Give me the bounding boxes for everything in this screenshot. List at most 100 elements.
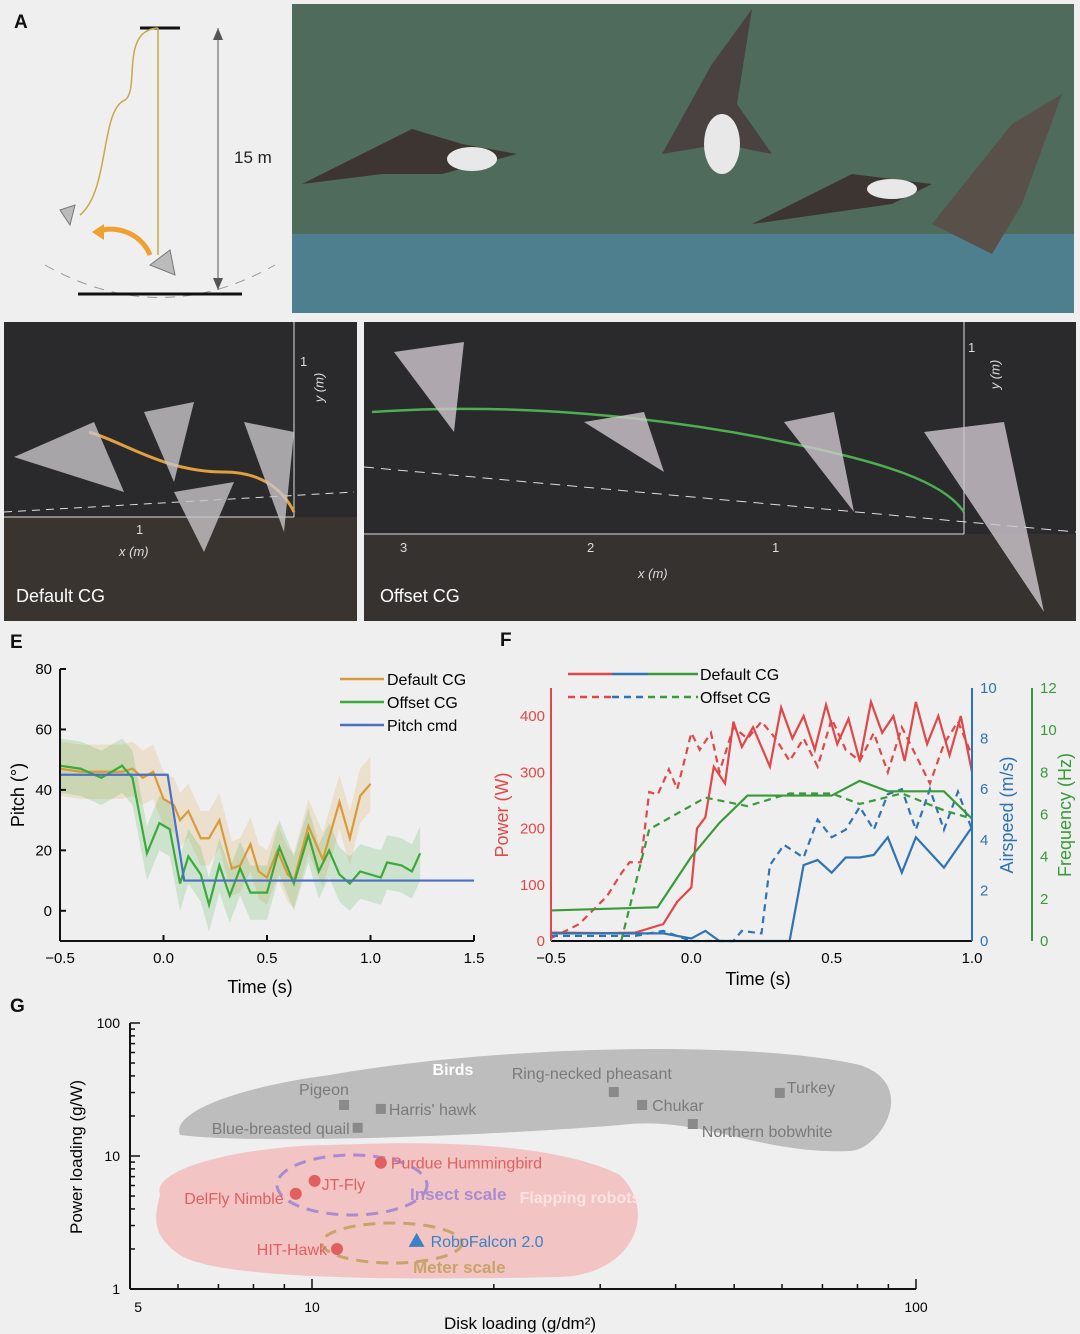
point-label: Northern bobwhite (702, 1124, 833, 1141)
point-label: Harris' hawk (389, 1102, 478, 1119)
loading-scatter-chart: Birds Flapping robots Insect scale Meter sc… (67, 1015, 928, 1333)
airspeed-tick-label: 8 (980, 731, 988, 748)
series-line-power-default-cg (550, 697, 974, 935)
y-tick-label: 10 (104, 1148, 120, 1164)
series-line-power-offset-cg (550, 715, 974, 940)
pitch-chart: −0.5 0.0 0.5 1.0 1.5 0 20 40 60 80 Time (s) Pitch (… (8, 661, 485, 997)
point-label: JT-Fly (322, 1177, 366, 1194)
point-label: RoboFalcon 2.0 (431, 1234, 544, 1251)
osprey-illustration (292, 4, 1074, 313)
x-axis-label: Disk loading (g/dm²) (444, 1314, 596, 1333)
airspeed-tick-label: 10 (980, 680, 997, 697)
data-point (352, 1122, 363, 1133)
airspeed-tick-label: 2 (980, 882, 988, 899)
y-tick: 1 (300, 354, 308, 369)
y-tick-label: 60 (35, 721, 52, 738)
legend-label: Default CG (700, 667, 779, 684)
panel-label-a: A (14, 12, 28, 33)
frequency-tick-label: 6 (1040, 807, 1048, 824)
default-cg-photo: 1 y (m) 1 x (m) Default CG (4, 322, 357, 621)
x-tick-label: 10 (304, 1299, 320, 1315)
confidence-band (60, 738, 421, 932)
airspeed-tick-label: 0 (980, 933, 988, 950)
y-tick-label: 100 (97, 1015, 121, 1031)
y-tick-label: 0 (44, 903, 52, 920)
x-tick-label: 0.5 (257, 950, 278, 967)
power-tick-label: 300 (520, 764, 545, 781)
x-tick-label: 0.0 (153, 950, 174, 967)
point-label: Turkey (787, 1080, 835, 1097)
airspeed-tick-label: 6 (980, 781, 988, 798)
x-axis-label: Time (s) (227, 977, 292, 997)
data-point (374, 1156, 387, 1169)
frequency-tick-label: 2 (1040, 891, 1048, 908)
panel-label-g: G (10, 996, 25, 1017)
power-tick-label: 200 (520, 821, 545, 838)
flapping-robots-region (156, 1143, 638, 1279)
x-tick-label: 1.0 (360, 950, 381, 967)
x-tick-label: 1.5 (464, 950, 485, 967)
offset-cg-photo: 1 y (m) 3 2 1 x (m) Offset CG (364, 322, 1076, 621)
legend-label: Offset CG (700, 690, 771, 707)
data-point (331, 1242, 344, 1255)
x-tick-label: 0.5 (821, 950, 842, 967)
data-point (408, 1232, 425, 1247)
y-tick: 1 (968, 340, 976, 355)
region-label-flapping-robots: Flapping robots (520, 1190, 641, 1207)
power-axis-label: Power (W) (492, 773, 512, 858)
point-label: Pigeon (299, 1082, 349, 1099)
y-axis-label: y (m) (987, 359, 1003, 390)
y-tick-label: 20 (35, 842, 52, 859)
arrow-icon (92, 224, 104, 240)
panel-label-f: F (500, 630, 512, 651)
series-line-airspeed-offset-cg (551, 785, 974, 943)
series-line-frequency-default-cg (550, 779, 973, 912)
power-tick-label: 400 (520, 708, 545, 725)
drop-test-diagram (44, 26, 276, 298)
region-label-insect-scale: Insect scale (410, 1185, 506, 1204)
frequency-tick-label: 10 (1040, 722, 1057, 739)
y-axis-label: Power loading (g/W) (67, 1080, 86, 1234)
x-tick: 2 (587, 540, 595, 555)
frequency-tick-label: 4 (1040, 849, 1048, 866)
data-point (774, 1087, 785, 1098)
point-label: Blue-breasted quail (212, 1121, 350, 1138)
x-tick-label: −0.5 (536, 950, 566, 967)
legend-label: Offset CG (387, 695, 458, 712)
series-line-offset-cg (59, 764, 422, 909)
x-tick: 3 (400, 540, 408, 555)
frequency-tick-label: 8 (1040, 764, 1048, 781)
insect-scale-ellipse (275, 1153, 429, 1217)
meter-scale-ellipse (320, 1221, 464, 1265)
series-line-frequency-offset-cg (620, 792, 973, 942)
x-tick-label: 100 (904, 1299, 928, 1315)
confidence-band (60, 741, 371, 908)
x-tick-label: −0.5 (45, 950, 75, 967)
data-point (375, 1103, 386, 1114)
power-tick-label: 100 (520, 877, 545, 894)
airspeed-axis-label: Airspeed (m/s) (997, 756, 1017, 873)
point-label: Purdue Hummingbird (391, 1156, 542, 1173)
series-line-airspeed-default-cg (551, 826, 973, 943)
caption: Default CG (16, 586, 106, 606)
data-point (687, 1119, 698, 1130)
x-axis-label: x (m) (638, 566, 668, 581)
y-tick-label: 80 (35, 661, 52, 678)
point-label: Chukar (652, 1098, 704, 1115)
series-line-pitch-cmd (60, 773, 474, 882)
x-axis-label: x (m) (119, 544, 149, 559)
airspeed-tick-label: 4 (980, 832, 988, 849)
x-tick-label: 5 (134, 1299, 142, 1315)
x-tick: 1 (772, 540, 780, 555)
y-tick-label: 40 (35, 782, 52, 799)
region-label-meter-scale: Meter scale (413, 1258, 506, 1277)
region-label-birds: Birds (433, 1062, 474, 1079)
power-tick-label: 0 (537, 933, 545, 950)
point-label: Ring-necked pheasant (512, 1066, 673, 1083)
caption: Offset CG (380, 586, 460, 606)
frequency-tick-label: 12 (1040, 680, 1057, 697)
y-tick-label: 1 (112, 1281, 120, 1297)
panel-label-e: E (10, 632, 23, 653)
data-point (308, 1174, 321, 1187)
x-axis-label: Time (s) (725, 969, 790, 989)
